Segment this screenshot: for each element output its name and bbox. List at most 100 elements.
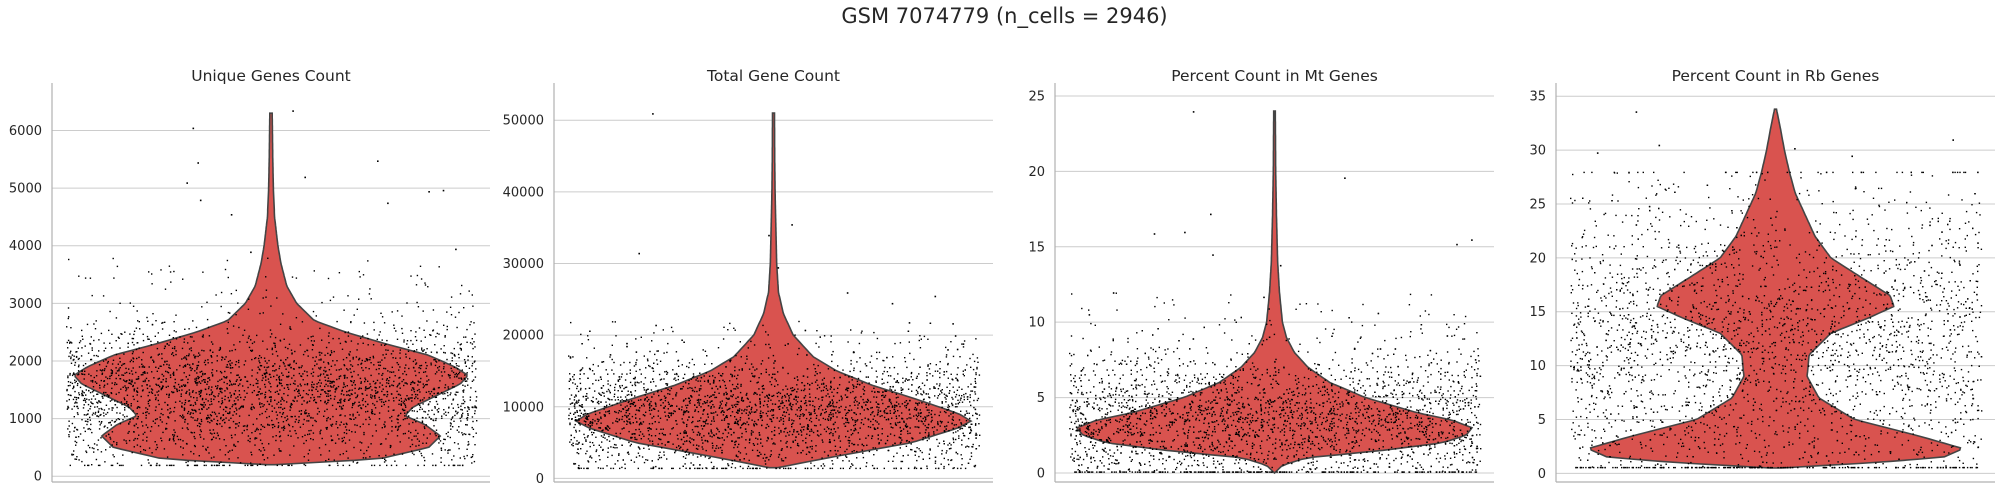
data-point	[169, 412, 171, 414]
data-point	[627, 451, 629, 453]
data-point	[832, 350, 834, 353]
data-point	[167, 385, 169, 388]
data-point	[733, 422, 736, 424]
data-point	[788, 417, 790, 419]
data-point	[325, 346, 328, 349]
data-point	[895, 405, 897, 407]
data-point	[453, 376, 456, 378]
data-point	[637, 467, 639, 470]
data-point	[591, 424, 593, 426]
data-point	[315, 388, 317, 390]
data-point	[443, 413, 445, 415]
data-point	[297, 421, 300, 424]
data-point	[672, 330, 674, 333]
data-point	[402, 402, 405, 404]
data-point	[458, 426, 460, 428]
data-point	[917, 404, 919, 406]
data-point	[190, 450, 192, 453]
outlier-point	[197, 162, 199, 164]
data-point	[826, 389, 829, 391]
data-point	[748, 459, 750, 462]
data-point	[734, 369, 736, 372]
data-point	[104, 425, 106, 427]
data-point	[237, 374, 239, 376]
data-point	[115, 317, 118, 319]
data-point	[325, 427, 327, 429]
data-point	[403, 341, 405, 343]
data-point	[320, 454, 322, 456]
data-point	[461, 414, 463, 416]
data-point	[73, 430, 75, 432]
data-point	[384, 367, 387, 370]
data-point	[408, 437, 410, 439]
data-point	[972, 443, 974, 446]
data-point	[620, 410, 622, 413]
data-point	[368, 416, 370, 418]
data-point	[805, 409, 807, 411]
data-point	[922, 437, 924, 439]
data-point	[193, 435, 195, 438]
data-point	[415, 396, 417, 398]
data-point	[853, 450, 855, 452]
data-point	[111, 372, 113, 375]
data-point	[970, 452, 973, 454]
data-point	[833, 406, 835, 408]
data-point	[234, 364, 237, 366]
data-point	[576, 402, 578, 404]
data-point	[769, 410, 772, 412]
data-point	[146, 411, 148, 413]
data-point	[647, 445, 650, 447]
data-point	[852, 387, 855, 389]
data-point	[465, 365, 467, 367]
data-point	[684, 457, 687, 459]
data-point	[467, 441, 470, 443]
data-point	[352, 413, 354, 415]
data-point	[365, 411, 367, 413]
data-point	[136, 357, 138, 360]
data-point	[967, 386, 969, 388]
data-point	[956, 379, 959, 381]
data-point	[603, 395, 605, 397]
data-point	[769, 455, 771, 458]
data-point	[176, 389, 178, 391]
data-point	[390, 445, 392, 447]
data-point	[86, 413, 89, 416]
data-point	[266, 372, 268, 374]
data-point	[443, 366, 445, 368]
data-point	[434, 364, 437, 367]
data-point	[334, 391, 336, 393]
data-point	[304, 464, 307, 467]
data-point	[280, 359, 282, 362]
data-point	[322, 373, 325, 375]
data-point	[303, 442, 305, 445]
data-point	[159, 419, 162, 421]
data-point	[81, 419, 83, 421]
data-point	[619, 467, 621, 470]
data-point	[240, 396, 242, 399]
data-point	[703, 380, 706, 382]
data-point	[734, 467, 737, 469]
data-point	[144, 380, 146, 383]
data-point	[75, 401, 77, 403]
data-point	[111, 444, 113, 446]
data-point	[871, 406, 873, 409]
data-point	[166, 371, 169, 373]
data-point	[427, 404, 430, 406]
data-point	[179, 438, 182, 441]
data-point	[796, 452, 799, 454]
data-point	[99, 424, 101, 426]
data-point	[367, 344, 369, 346]
data-point	[367, 410, 369, 413]
data-point	[227, 360, 230, 363]
data-point	[952, 432, 955, 434]
data-point	[927, 365, 929, 367]
data-point	[712, 418, 715, 420]
data-point	[430, 351, 433, 353]
data-point	[873, 331, 875, 334]
data-point	[452, 399, 454, 401]
data-point	[865, 401, 867, 403]
data-point	[728, 398, 730, 400]
data-point	[707, 381, 709, 383]
data-point	[170, 464, 172, 467]
data-point	[465, 424, 467, 426]
